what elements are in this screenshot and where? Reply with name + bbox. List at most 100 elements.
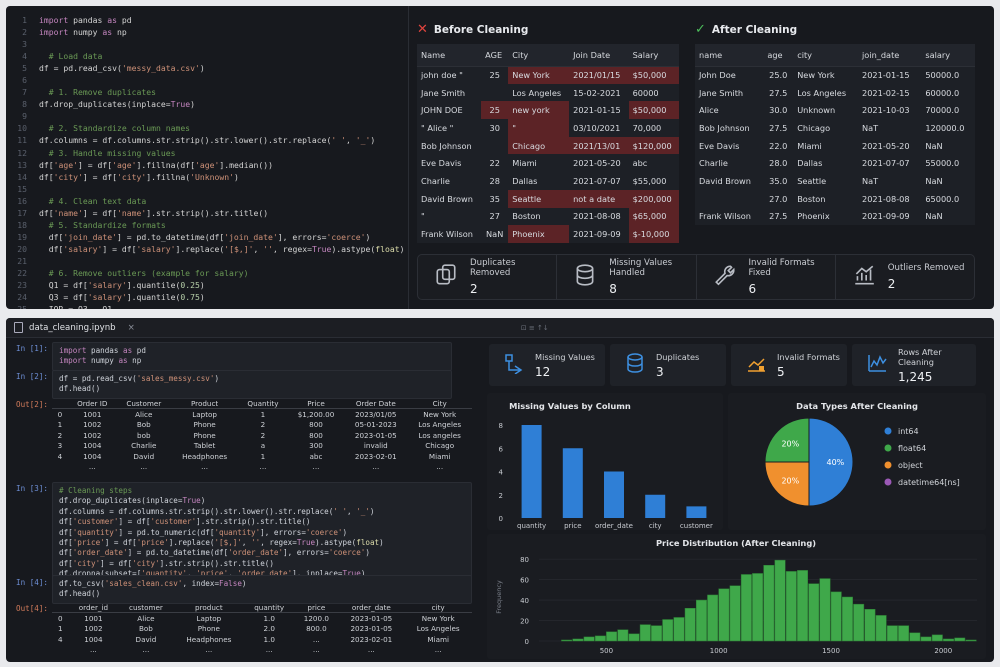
table-cell: $200,000 <box>628 189 679 208</box>
code-line: 7 # 1. Remove duplicates <box>6 86 406 98</box>
column-header[interactable]: Salary <box>628 44 679 67</box>
table-cell: ... <box>312 645 320 655</box>
divider <box>408 6 409 309</box>
table-cell: Alice <box>699 105 719 116</box>
kpi-label: Missing Values <box>535 351 595 362</box>
table-cell: NaT <box>862 175 879 186</box>
line-number: 18 <box>17 219 27 230</box>
out-prompt-4: Out[4]: <box>16 604 49 613</box>
table-cell: 0 <box>58 613 63 623</box>
code-text: Q3 = df['salary'].quantile(0.75) <box>39 292 205 303</box>
column-header[interactable]: City <box>508 44 570 67</box>
code-cell-2[interactable]: df = pd.read_csv('sales_messy.csv') df.h… <box>52 370 452 399</box>
column-header[interactable]: city <box>793 44 859 67</box>
table-cell: $1,200.00 <box>297 409 335 419</box>
column-header <box>52 398 68 410</box>
price-distribution-chart: Price Distribution (After Cleaning) Frequ… <box>487 534 986 659</box>
line-number: 2 <box>22 27 27 38</box>
table-cell: 2021-05-20 <box>573 158 621 169</box>
code-line: 12 # 3. Handle missing values <box>6 147 406 159</box>
code-line: 18 # 5. Standardize formats <box>6 219 406 231</box>
table-cell: $50,000 <box>628 101 679 120</box>
code-cell-4[interactable]: df.to_csv('sales_clean.csv', index=False… <box>52 575 472 604</box>
table-cell: 22 <box>489 158 500 169</box>
bar <box>686 506 707 518</box>
table-cell: 1002 <box>83 419 102 429</box>
summary-stat: Missing Values Handled 8 <box>556 255 695 299</box>
pie-slice <box>764 417 810 463</box>
code-cell-3[interactable]: # Cleaning steps df.drop_duplicates(inpl… <box>52 482 472 584</box>
table-cell: $-10,000 <box>628 225 679 243</box>
line-number: 17 <box>17 207 27 218</box>
code-text: Q1 = df['salary'].quantile(0.25) <box>39 280 205 291</box>
histogram-bar <box>639 624 651 642</box>
column-header[interactable]: name <box>695 44 764 67</box>
table-cell: 1001 <box>84 613 103 623</box>
line-number: 24 <box>17 292 27 303</box>
table-cell: a <box>260 441 266 451</box>
code-line: 21 <box>6 255 406 267</box>
code-line: 15 <box>6 183 406 195</box>
code-text: # 5. Standardize formats <box>39 219 166 230</box>
column-header[interactable]: join_date <box>858 44 922 67</box>
table-cell: 800 <box>309 419 323 429</box>
table-cell: Phoenix <box>797 211 830 222</box>
notebook-tab[interactable]: data_cleaning.ipynb <box>29 322 116 333</box>
summary-stat: Invalid Formats Fixed 6 <box>695 255 835 299</box>
kpi-card: Invalid Formats 5 <box>731 344 847 386</box>
table-cell: abc <box>309 451 323 461</box>
table-cell: Los angeles <box>418 430 461 440</box>
database-icon <box>624 352 646 378</box>
legend-label: float64 <box>898 444 926 453</box>
close-tab-icon[interactable]: × <box>127 322 135 333</box>
column-header: Product <box>170 398 239 410</box>
table-row: Frank Wilson 27.5 Phoenix 2021-09-09 NaN <box>695 208 975 226</box>
table-cell: Bob <box>136 419 151 429</box>
table-row: Jane Smith Los Angeles 15-02-2021 60000 <box>417 84 679 102</box>
table-row: JOHN DOE 25 new york 2021-01-15 $50,000 <box>417 101 679 120</box>
histogram-bar <box>561 639 573 642</box>
table-cell: 28.0 <box>769 158 788 169</box>
line-number: 3 <box>22 39 27 50</box>
code-line: 2 import numpy as np <box>6 26 406 38</box>
column-header[interactable]: age <box>763 44 794 67</box>
table-cell <box>52 462 68 473</box>
line-number: 4 <box>22 51 27 62</box>
notebook-toolbar[interactable]: ⊡ ≡ ↑↓ <box>520 323 549 332</box>
histogram-bar <box>864 609 876 642</box>
line-chart-icon <box>866 352 888 378</box>
column-header[interactable]: Name <box>417 44 482 67</box>
histogram-bar <box>931 634 943 642</box>
histogram-bar <box>583 636 595 642</box>
table-row: 2 1002 bob Phone 2 800 2023-01-05 Los angeles <box>52 430 472 441</box>
pie-slice <box>808 417 854 507</box>
chart-title: Data Types After Cleaning <box>796 401 918 411</box>
table-cell: 27 <box>489 211 500 222</box>
table-row: David Brown 35.0 Seattle NaT NaN <box>695 172 975 190</box>
table-row: Bob Johnson Chicago 2021/13/01 $120,000 <box>417 136 679 155</box>
slice-label: 20% <box>781 477 799 486</box>
table-cell: 3 <box>57 441 63 451</box>
table-cell: bob <box>137 430 151 440</box>
code-cell-1[interactable]: import pandas as pd import numpy as np <box>52 342 452 371</box>
table-row: 0 1001 Alice Laptop 1.0 1200.0 2023-01-05 New Y… <box>52 613 472 624</box>
x-tick-label: 1500 <box>822 647 840 655</box>
kpi-value: 1,245 <box>898 369 933 384</box>
code-line: 11 df.columns = df.columns.str.strip().st… <box>6 134 406 146</box>
legend-swatch <box>884 461 892 469</box>
column-header[interactable]: AGE <box>481 44 509 67</box>
histogram-bar <box>965 639 977 642</box>
out-prompt-2: Out[2]: <box>16 400 49 409</box>
slice-label: 40% <box>827 458 845 467</box>
table-cell: 2021/01/15 <box>569 66 629 84</box>
line-number: 21 <box>17 255 27 266</box>
table-cell: 27.5 <box>769 122 788 133</box>
code-editor[interactable]: 1 import pandas as pd 2 import numpy as np 3… <box>6 6 406 309</box>
column-header[interactable]: salary <box>921 44 975 67</box>
table-cell: ... <box>372 462 380 472</box>
table-cell: 300 <box>309 441 323 451</box>
line-number: 23 <box>17 280 27 291</box>
line-number: 1 <box>22 15 27 25</box>
column-header[interactable]: Join Date <box>569 44 629 67</box>
table-cell: Laptop <box>196 613 222 623</box>
